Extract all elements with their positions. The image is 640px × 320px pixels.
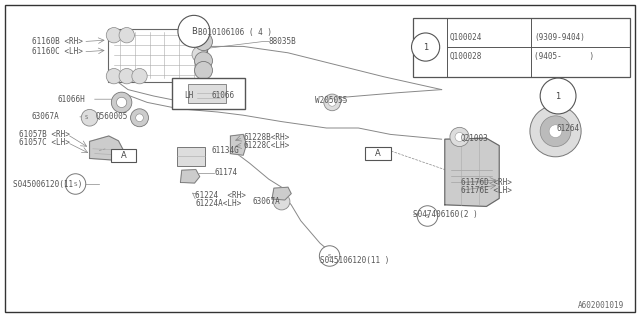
- Ellipse shape: [530, 106, 581, 157]
- Text: 61160C <LH>: 61160C <LH>: [32, 47, 83, 56]
- Ellipse shape: [132, 68, 147, 84]
- Text: 61224  <RH>: 61224 <RH>: [195, 191, 246, 200]
- Polygon shape: [180, 170, 200, 183]
- Text: W205055: W205055: [315, 96, 348, 105]
- Ellipse shape: [455, 132, 464, 141]
- Text: Q21003: Q21003: [461, 134, 488, 143]
- Text: 63067A: 63067A: [32, 112, 60, 121]
- Ellipse shape: [119, 68, 134, 84]
- Ellipse shape: [328, 99, 336, 106]
- Ellipse shape: [106, 68, 122, 84]
- Text: 61224A<LH>: 61224A<LH>: [195, 199, 241, 208]
- Ellipse shape: [136, 114, 143, 122]
- Text: 61264: 61264: [557, 124, 580, 132]
- Text: 1: 1: [423, 43, 428, 52]
- Text: S: S: [328, 253, 332, 259]
- Text: Q560005: Q560005: [96, 112, 129, 121]
- Polygon shape: [90, 136, 125, 160]
- Ellipse shape: [192, 47, 207, 62]
- Ellipse shape: [273, 193, 290, 210]
- Text: 61057B <RH>: 61057B <RH>: [19, 130, 70, 139]
- Ellipse shape: [119, 28, 134, 43]
- Text: 61057C <LH>: 61057C <LH>: [19, 138, 70, 147]
- Polygon shape: [272, 187, 291, 200]
- Ellipse shape: [195, 52, 212, 70]
- Text: S047406160(2 ): S047406160(2 ): [413, 210, 477, 219]
- Text: A602001019: A602001019: [578, 301, 624, 310]
- Ellipse shape: [540, 116, 571, 147]
- Text: S: S: [85, 115, 88, 120]
- Text: 61066H: 61066H: [58, 95, 85, 104]
- Text: (9309-9404): (9309-9404): [534, 33, 585, 42]
- Text: S045006120(11 ): S045006120(11 ): [13, 180, 82, 188]
- Ellipse shape: [319, 246, 340, 266]
- Text: Q100024: Q100024: [450, 33, 483, 42]
- Ellipse shape: [111, 92, 132, 113]
- Ellipse shape: [81, 109, 98, 126]
- Text: S045106120(11 ): S045106120(11 ): [320, 256, 389, 265]
- Polygon shape: [445, 138, 499, 206]
- Ellipse shape: [195, 61, 212, 79]
- Ellipse shape: [116, 97, 127, 108]
- Text: LH: LH: [184, 91, 193, 100]
- Text: A: A: [376, 149, 381, 158]
- Ellipse shape: [106, 28, 122, 43]
- Ellipse shape: [324, 94, 340, 111]
- Ellipse shape: [450, 127, 469, 147]
- Text: 61228B<RH>: 61228B<RH>: [243, 133, 289, 142]
- Bar: [172, 78, 245, 109]
- Bar: [177, 147, 205, 166]
- Text: 61174: 61174: [214, 168, 237, 177]
- Text: (9405-      ): (9405- ): [534, 52, 595, 60]
- Ellipse shape: [65, 174, 86, 194]
- Ellipse shape: [412, 33, 440, 61]
- Text: 61160B <RH>: 61160B <RH>: [32, 37, 83, 46]
- Bar: [365, 147, 391, 160]
- Ellipse shape: [195, 33, 212, 51]
- Ellipse shape: [540, 78, 576, 114]
- Ellipse shape: [417, 206, 438, 226]
- Bar: [108, 29, 207, 82]
- Bar: [188, 84, 226, 103]
- Ellipse shape: [131, 109, 148, 127]
- Text: 61176E <LH>: 61176E <LH>: [461, 186, 511, 195]
- Text: 88035B: 88035B: [269, 37, 296, 46]
- Text: B: B: [191, 27, 197, 36]
- Text: 61228C<LH>: 61228C<LH>: [243, 141, 289, 150]
- Bar: [111, 149, 136, 162]
- Text: B010106106 ( 4 ): B010106106 ( 4 ): [198, 28, 273, 36]
- Text: 61176D <RH>: 61176D <RH>: [461, 178, 511, 187]
- Ellipse shape: [178, 15, 210, 47]
- Text: 1: 1: [556, 92, 561, 100]
- Text: A: A: [121, 151, 126, 160]
- Polygon shape: [230, 134, 246, 155]
- Text: 63067A: 63067A: [253, 197, 280, 206]
- Text: 61066: 61066: [211, 91, 234, 100]
- Text: S: S: [74, 181, 77, 187]
- Text: S: S: [426, 213, 429, 219]
- Text: 61134G: 61134G: [211, 146, 239, 155]
- Text: Q100028: Q100028: [450, 52, 483, 60]
- Ellipse shape: [549, 125, 562, 138]
- Bar: [413, 18, 630, 77]
